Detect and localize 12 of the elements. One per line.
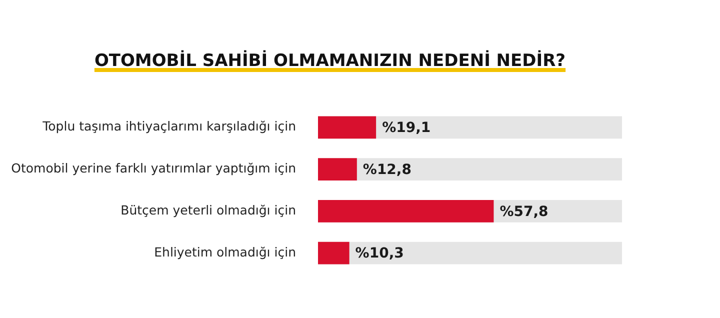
data-label: %12,8 — [362, 162, 412, 178]
chart-title: OTOMOBİL SAHİBİ OLMAMANIZIN NEDENİ NEDİR? — [94, 51, 566, 71]
bar — [318, 158, 357, 180]
data-label: %19,1 — [382, 120, 431, 136]
y-tick-label: Otomobil yerine farklı yatırımlar yaptığım için — [11, 160, 296, 176]
data-label: %57,8 — [500, 204, 548, 220]
bar — [318, 116, 376, 139]
y-tick-label: Bütçem yeterli olmadığı için — [120, 202, 296, 218]
y-tick-label: Ehliyetim olmadığı için — [154, 244, 296, 260]
y-tick-label: Toplu taşıma ihtiyaçlarımı karşıladığı için — [42, 118, 296, 134]
data-label: %10,3 — [355, 246, 404, 262]
bar — [318, 242, 350, 264]
